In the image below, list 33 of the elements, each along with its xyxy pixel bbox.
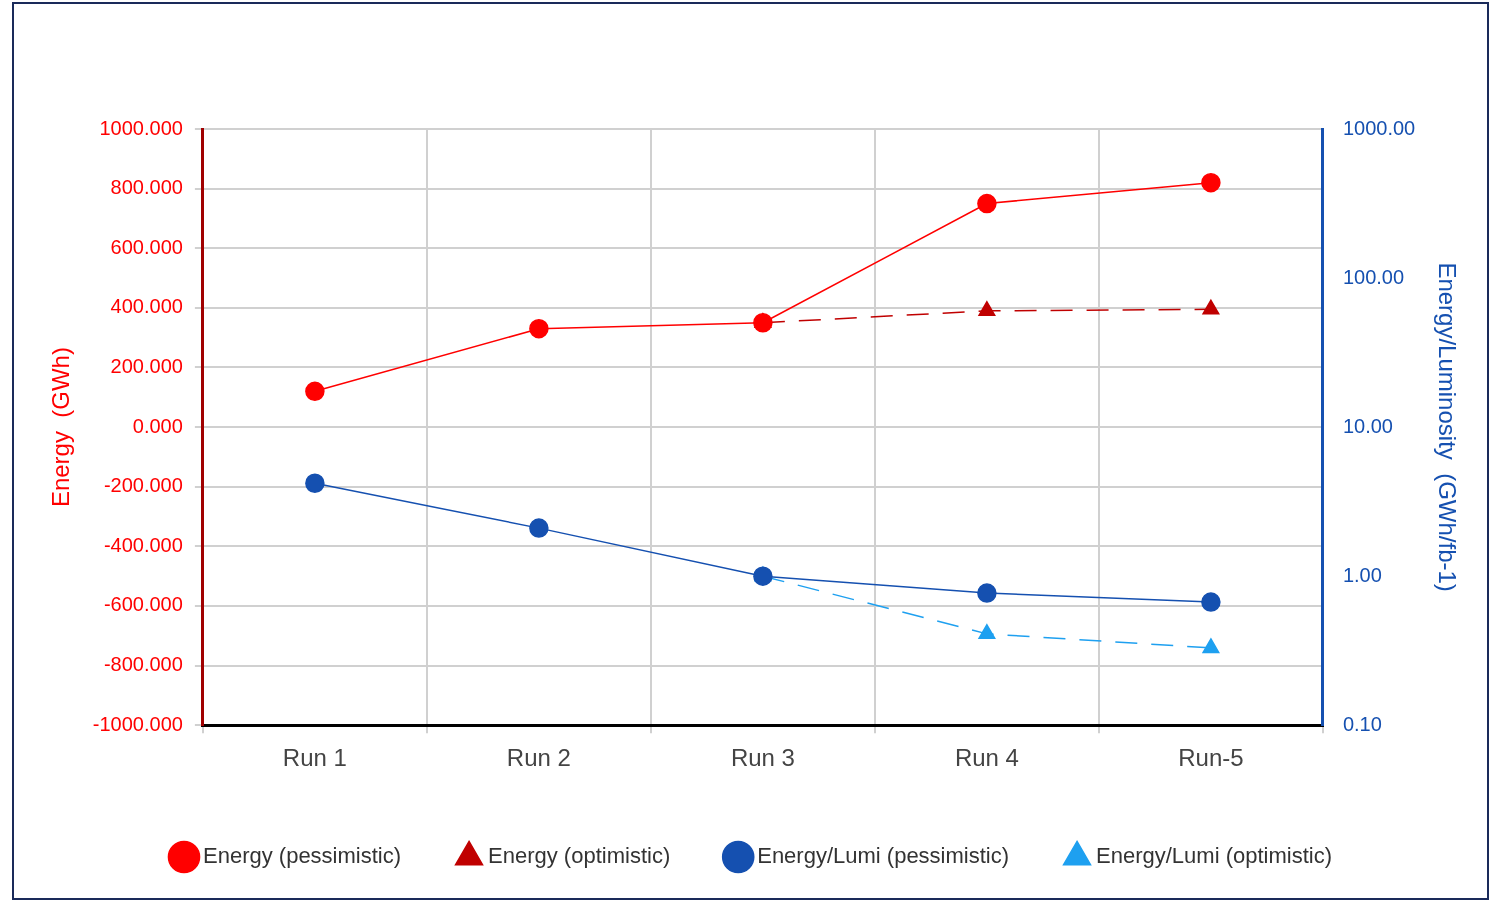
y2-tick-label: 100.00 — [1342, 265, 1405, 288]
y-tick-label: -600.000 — [103, 593, 183, 616]
legend-label: Energy/Lumi (pessimistic) — [757, 843, 1010, 869]
y-tick-label: 1000.000 — [99, 116, 183, 139]
y-tick-label: -1000.000 — [92, 712, 183, 735]
y-tick-label: -400.000 — [103, 533, 183, 556]
y-axis-title: Energy (GWh) — [47, 347, 75, 508]
point — [529, 318, 549, 339]
y-tick-label: -200.000 — [103, 474, 183, 497]
y-tick-label: 200.000 — [110, 355, 183, 377]
point — [305, 381, 325, 402]
point — [978, 301, 996, 317]
legend-label: Energy (optimistic) — [488, 843, 671, 869]
x-tick-label: Run 2 — [506, 744, 571, 772]
y-tick-label: 800.000 — [110, 176, 183, 199]
x-tick-label: Run 4 — [954, 744, 1019, 772]
legend-label: Energy (pessimistic) — [203, 843, 402, 869]
y2-axis-title: Energy/Luminosity (GWh/fb-1) — [1433, 262, 1461, 592]
point — [977, 193, 997, 214]
x-tick-label: Run-5 — [1178, 744, 1244, 772]
y2-tick-label: 0.10 — [1342, 712, 1382, 735]
y2-tick-label: 10.00 — [1342, 414, 1393, 437]
x-tick-label: Run 3 — [730, 744, 795, 772]
point — [1201, 172, 1221, 193]
y2-tick-label: 1.00 — [1342, 563, 1382, 586]
legend-label: Energy/Lumi (optimistic) — [1096, 843, 1332, 869]
y2-tick-label: 1000.00 — [1342, 116, 1416, 139]
x-tick-label: Run 1 — [282, 744, 347, 772]
point — [753, 313, 773, 333]
y-tick-label: 600.000 — [110, 235, 183, 258]
y-tick-label: 400.000 — [110, 295, 183, 318]
y-tick-label: -800.000 — [103, 653, 183, 676]
y-tick-label: 0.000 — [132, 414, 183, 437]
